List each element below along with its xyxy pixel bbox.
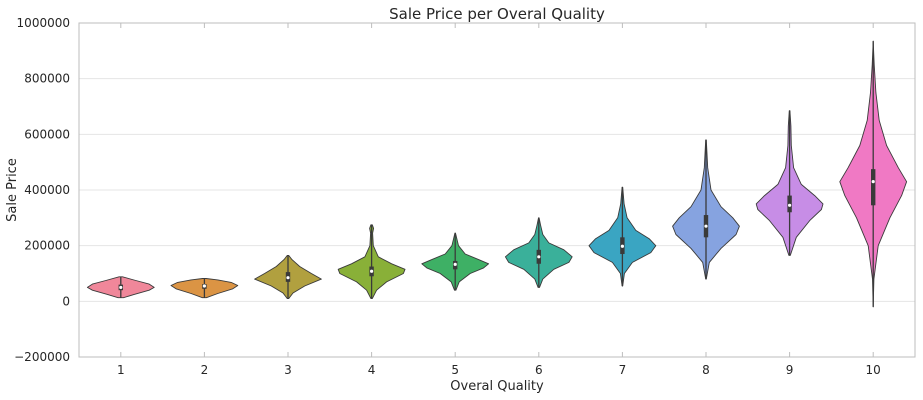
chart-title: Sale Price per Overal Quality	[389, 5, 605, 23]
x-tick-label: 10	[866, 363, 881, 377]
x-tick-label: 1	[117, 363, 125, 377]
violin-median	[453, 262, 457, 266]
x-tick-label: 5	[451, 363, 459, 377]
violin-6	[504, 217, 573, 288]
y-tick-label: 400000	[24, 183, 70, 197]
y-tick-label: 800000	[24, 72, 70, 86]
x-tick-label: 4	[368, 363, 376, 377]
y-tick-label: 200000	[24, 239, 70, 253]
violin-10	[839, 40, 908, 308]
x-tick-label: 6	[535, 363, 543, 377]
violin-7	[588, 186, 657, 287]
x-tick-label: 8	[702, 363, 710, 377]
violin-5	[421, 232, 490, 291]
y-tick-label: −200000	[14, 350, 70, 364]
violin-box	[871, 169, 876, 206]
violins	[86, 40, 908, 308]
violin-median	[620, 244, 625, 248]
violin-3	[254, 254, 322, 300]
violin-median	[537, 255, 541, 259]
violin-median	[119, 285, 123, 290]
x-tick-label: 3	[284, 363, 292, 377]
y-axis-title: Sale Price	[5, 158, 20, 222]
violin-1	[86, 276, 155, 299]
y-axis-ticks: −200000 0 200000 400000 600000 800000 1000000	[14, 16, 70, 364]
y-tick-label: 600000	[24, 127, 70, 141]
violin-median	[704, 224, 708, 228]
violin-9	[755, 110, 824, 256]
violin-median	[370, 269, 374, 273]
plot-frame	[78, 22, 916, 358]
x-axis-ticks: 1 2 3 4 5 6 7 8 9 10	[117, 23, 881, 377]
x-tick-label: 9	[786, 363, 794, 377]
x-tick-label: 2	[201, 363, 209, 377]
x-axis-title: Overal Quality	[450, 379, 544, 394]
y-tick-label: 1000000	[17, 16, 70, 30]
violin-median	[286, 276, 290, 280]
violin-median	[871, 180, 875, 184]
violin-median	[788, 203, 792, 207]
violin-median	[202, 284, 206, 288]
violin-2	[170, 278, 239, 299]
y-tick-label: 0	[62, 294, 70, 308]
violin-8	[672, 139, 740, 280]
violin-4	[337, 224, 406, 300]
x-tick-label: 7	[619, 363, 627, 377]
